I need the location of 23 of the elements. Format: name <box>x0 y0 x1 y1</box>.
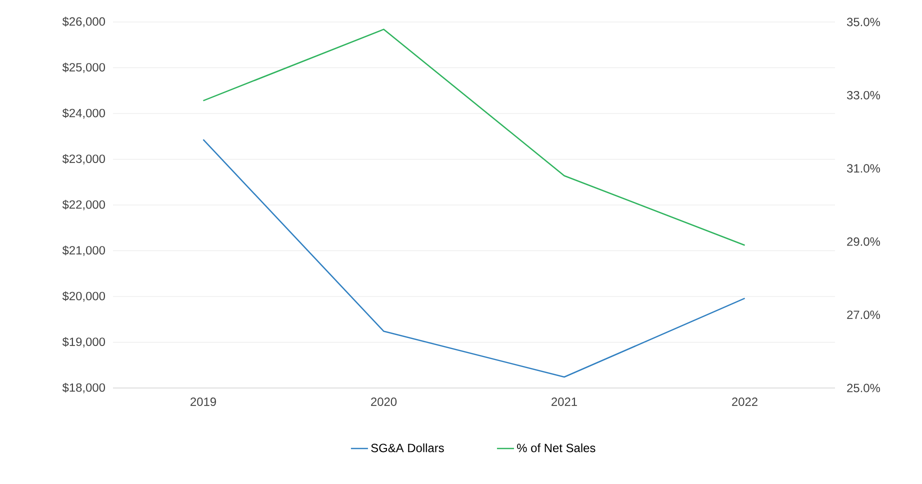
y2-tick-label: 35.0% <box>846 18 880 26</box>
x-tick-label: 2019 <box>190 398 216 406</box>
y-tick-label: $21,000 <box>62 246 106 256</box>
line-series <box>202 138 746 378</box>
y-tick-label: $24,000 <box>62 108 106 119</box>
x-tick-label: 2020 <box>371 398 397 406</box>
y2-tick-label: 31.0% <box>846 164 880 173</box>
legend-label: SG&A Dollars <box>371 443 444 452</box>
legend-label: % of Net Sales <box>517 443 596 452</box>
y-tick-label: $18,000 <box>62 382 106 394</box>
x-tick-label: 2022 <box>732 398 758 406</box>
y-tick-label: $23,000 <box>62 154 106 164</box>
y-tick-label: $20,000 <box>62 291 106 302</box>
y2-tick-label: 25.0% <box>847 384 880 392</box>
y-tick-label: $22,000 <box>62 200 106 210</box>
x-tick-label: 2021 <box>552 398 577 406</box>
y-tick-label: $25,000 <box>62 62 106 73</box>
y2-tick-label: 29.0% <box>847 237 880 246</box>
line-series <box>202 28 746 246</box>
y-tick-label: $26,000 <box>62 16 106 28</box>
y2-tick-label: 27.0% <box>847 310 880 320</box>
y-tick-label: $19,000 <box>62 337 106 348</box>
y2-tick-label: 33.0% <box>846 90 880 100</box>
